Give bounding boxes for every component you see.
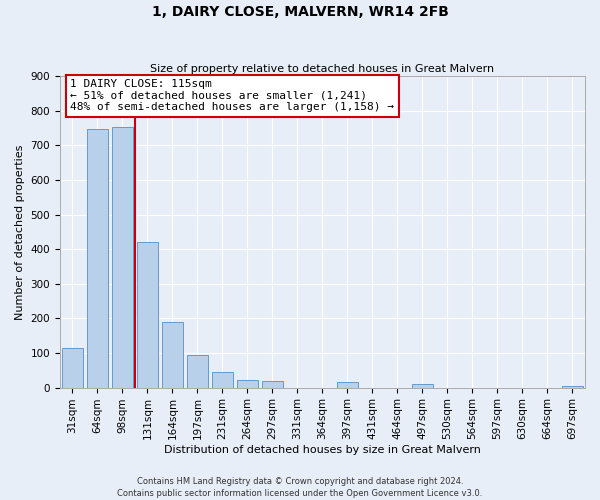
Bar: [262, 382, 283, 388]
Bar: [212, 372, 233, 388]
Text: 1 DAIRY CLOSE: 115sqm
← 51% of detached houses are smaller (1,241)
48% of semi-d: 1 DAIRY CLOSE: 115sqm ← 51% of detached …: [70, 80, 394, 112]
Bar: [62, 348, 83, 388]
Bar: [162, 322, 183, 388]
Text: 1, DAIRY CLOSE, MALVERN, WR14 2FB: 1, DAIRY CLOSE, MALVERN, WR14 2FB: [152, 5, 448, 19]
Bar: [412, 384, 433, 388]
Bar: [237, 380, 258, 388]
Bar: [337, 382, 358, 388]
Bar: [562, 386, 583, 388]
Title: Size of property relative to detached houses in Great Malvern: Size of property relative to detached ho…: [151, 64, 494, 74]
Y-axis label: Number of detached properties: Number of detached properties: [15, 144, 25, 320]
Bar: [187, 356, 208, 388]
X-axis label: Distribution of detached houses by size in Great Malvern: Distribution of detached houses by size …: [164, 445, 481, 455]
Bar: [137, 242, 158, 388]
Text: Contains HM Land Registry data © Crown copyright and database right 2024.
Contai: Contains HM Land Registry data © Crown c…: [118, 476, 482, 498]
Bar: [87, 129, 108, 388]
Bar: [112, 128, 133, 388]
